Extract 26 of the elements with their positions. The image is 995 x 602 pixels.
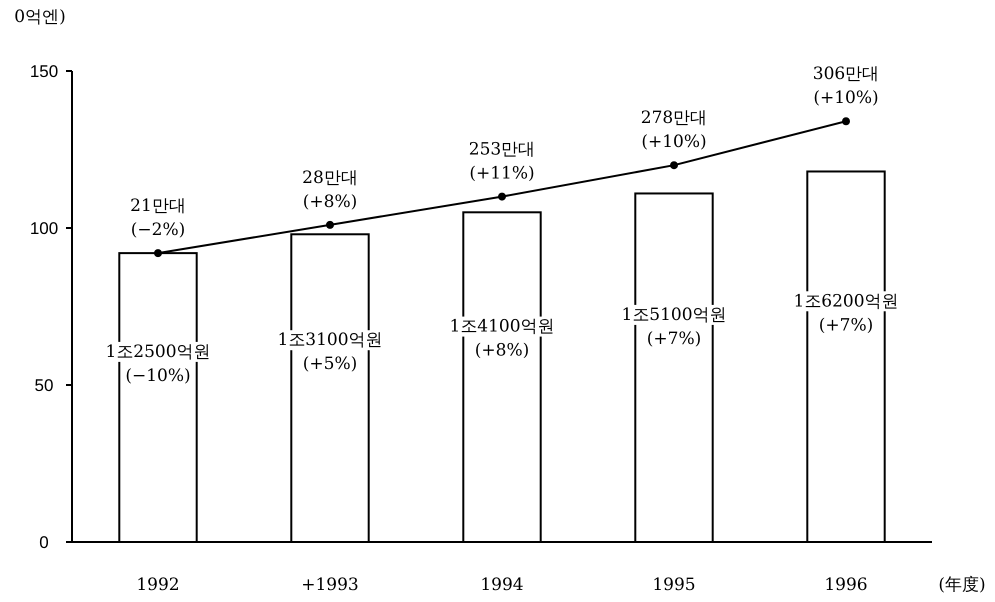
- y-tick-label: 0: [39, 533, 49, 552]
- annotation: 253만대 (+11%): [468, 140, 536, 184]
- x-axis-title: (年度): [938, 575, 986, 595]
- annotation: 1조2500억원 (−10%): [105, 342, 211, 386]
- annotation: 1조6200억원 (+7%): [793, 291, 899, 336]
- y-axis-title: 0억엔): [14, 7, 66, 27]
- x-tick-label: 1994: [480, 575, 524, 595]
- annotation: 1조5100억원 (+7%): [621, 304, 727, 349]
- annotation: 21만대 (−2%): [130, 196, 186, 240]
- point: [326, 220, 334, 229]
- x-tick-label: 1992: [136, 575, 180, 595]
- x-tick-label: 1996: [824, 575, 868, 595]
- y-tick-label: 150: [30, 62, 58, 81]
- point: [670, 161, 678, 170]
- point: [154, 249, 162, 258]
- x-tick-label: 1995: [652, 575, 696, 595]
- point: [842, 117, 850, 126]
- y-tick-label: 100: [30, 219, 58, 238]
- annotation: 28만대 (+8%): [302, 168, 358, 212]
- annotation: 278만대 (+10%): [640, 108, 708, 152]
- y-tick-label: 50: [34, 376, 54, 395]
- annotation: 306만대 (+10%): [812, 64, 880, 108]
- x-tick-label: +1993: [301, 575, 359, 595]
- annotation: 1조3100억원 (+5%): [277, 330, 383, 374]
- point: [498, 192, 506, 201]
- annotation: 1조4100억원 (+8%): [449, 316, 555, 361]
